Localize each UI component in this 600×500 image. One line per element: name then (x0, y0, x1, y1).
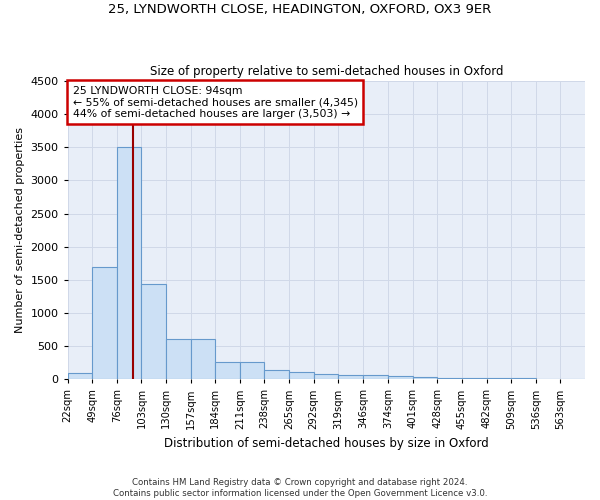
Text: Contains HM Land Registry data © Crown copyright and database right 2024.
Contai: Contains HM Land Registry data © Crown c… (113, 478, 487, 498)
Bar (117, 148, 142, 380)
Bar (142, 284, 166, 380)
Bar (289, 372, 314, 380)
Bar (68, 372, 92, 380)
Bar (92, 266, 117, 380)
Bar (240, 362, 265, 380)
Bar (536, 378, 560, 380)
Bar (215, 362, 240, 380)
X-axis label: Distribution of semi-detached houses by size in Oxford: Distribution of semi-detached houses by … (164, 437, 489, 450)
Bar (560, 378, 585, 380)
Bar (191, 339, 215, 380)
Bar (462, 378, 487, 380)
Bar (265, 370, 289, 380)
Bar (413, 377, 437, 380)
Bar (338, 374, 363, 380)
Title: Size of property relative to semi-detached houses in Oxford: Size of property relative to semi-detach… (149, 66, 503, 78)
Bar (388, 376, 413, 380)
Text: 25, LYNDWORTH CLOSE, HEADINGTON, OXFORD, OX3 9ER: 25, LYNDWORTH CLOSE, HEADINGTON, OXFORD,… (109, 2, 491, 16)
Y-axis label: Number of semi-detached properties: Number of semi-detached properties (15, 127, 25, 333)
Bar (437, 378, 462, 380)
Text: 25 LYNDWORTH CLOSE: 94sqm
← 55% of semi-detached houses are smaller (4,345)
44% : 25 LYNDWORTH CLOSE: 94sqm ← 55% of semi-… (73, 86, 358, 118)
Bar (363, 376, 388, 380)
Bar (511, 378, 536, 380)
Bar (166, 339, 191, 380)
Bar (487, 378, 511, 380)
Bar (314, 374, 338, 380)
